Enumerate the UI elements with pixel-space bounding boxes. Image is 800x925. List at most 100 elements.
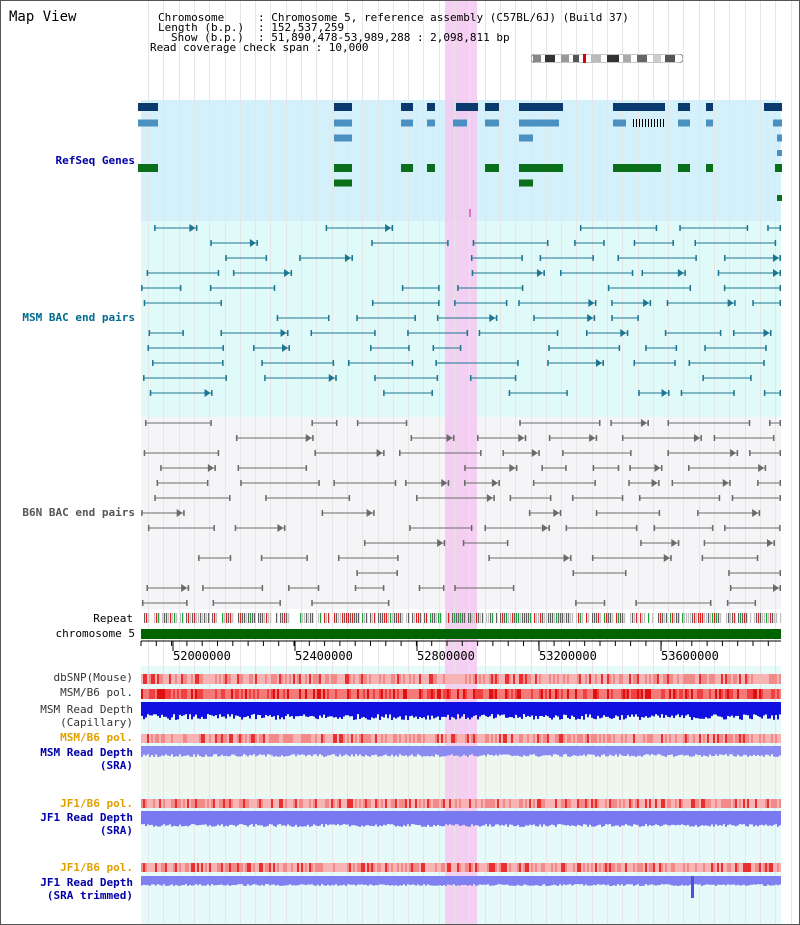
jf1-b6-pol-2-cell	[483, 863, 485, 872]
jf1-depth-trim-bar	[329, 876, 331, 886]
msm-bac-end	[438, 285, 440, 291]
jf1-b6-pol-cell	[471, 799, 473, 808]
dbsnp-cell	[427, 674, 429, 684]
msm-b6-pol-2-cell	[229, 734, 231, 743]
msm-b6-pol-2-cell	[205, 734, 207, 743]
jf1-depth-sra-bar	[317, 811, 319, 827]
refseq-label[interactable]: RefSeq Genes	[55, 154, 135, 167]
jf1-b6-pol-cell	[179, 799, 181, 808]
jf1-depth-trim-bar	[381, 876, 383, 885]
msm-depth-cap-bar	[581, 702, 583, 716]
msm-depth-cap-bar	[565, 702, 567, 715]
jf1-depth-trim-bar	[189, 876, 191, 885]
repeat-element	[350, 613, 352, 623]
jf1-depth-trim-bar	[721, 876, 723, 885]
jf1-depth-trim-bar	[223, 876, 225, 886]
msm-b6-pol-2-cell	[485, 734, 487, 743]
jf1-b6-pol-2-cell	[593, 863, 595, 872]
msm-bac-end	[559, 270, 562, 276]
jf1-depth-sra-bar	[171, 811, 173, 827]
dbsnp-cell	[617, 674, 619, 684]
jf1-depth-sra-bar	[339, 811, 341, 826]
jf1-b6-pol-cell	[327, 799, 329, 808]
msm-b6-pol-cell	[391, 689, 393, 699]
jf1-b6-pol-2-cell	[725, 863, 727, 872]
msm-bac-end	[752, 300, 754, 306]
msm-depth-cap-bar	[389, 702, 391, 715]
msm-depth-sra-bar	[233, 746, 235, 755]
jf1-depth-sra-bar	[241, 811, 243, 825]
jf1-depth-trim-bar	[455, 876, 457, 886]
msm-depth-cap-bar	[621, 702, 623, 716]
jf1-depth-sra-bar	[639, 811, 641, 827]
jf1-b6-pol-cell	[309, 799, 311, 808]
msm-depth-sra-bar	[461, 746, 463, 756]
chromosome-ideogram[interactable]	[531, 54, 683, 63]
jf1-depth-sra-bar	[477, 811, 479, 826]
msm-depth-cap-bar	[677, 702, 679, 715]
jf1-depth-sra-bar	[743, 811, 745, 825]
jf1-depth-trim-bar	[577, 876, 579, 885]
msm-depth-sra-bar	[283, 746, 285, 757]
msm-bac-end	[335, 375, 337, 381]
jf1-b6-pol-cell	[711, 799, 713, 808]
msm-bac-label[interactable]: MSM BAC end pairs	[22, 311, 135, 324]
msm-bac-end	[210, 240, 212, 246]
dbsnp-cell	[467, 674, 469, 684]
msm-depth-sra-bar	[737, 746, 739, 755]
msm-depth-cap-bar	[649, 702, 651, 718]
msm-b6-pol-cell	[165, 689, 167, 699]
dbsnp-cell	[667, 674, 669, 684]
jf1-depth-trim-bar	[331, 876, 333, 885]
msm-depth-cap-bar	[169, 702, 171, 720]
jf1-b6-pol-2-cell	[775, 863, 777, 872]
dbsnp-cell	[265, 674, 267, 684]
dbsnp-cell	[775, 674, 777, 684]
msm-depth-sra-bar	[151, 746, 153, 756]
dbsnp-cell	[611, 674, 613, 684]
msm-b6-pol-2-cell	[233, 734, 235, 743]
jf1-b6-pol-cell	[267, 799, 269, 808]
gene-exon-tick	[651, 119, 652, 127]
dbsnp-cell	[207, 674, 209, 684]
b6n-bac-label[interactable]: B6N BAC end pairs	[22, 506, 135, 519]
msm-b6-pol-2-cell	[391, 734, 393, 743]
repeat-element	[592, 613, 594, 623]
msm-bac-arrow	[727, 299, 734, 307]
jf1-depth-trim-bar	[267, 876, 269, 885]
msm-b6-pol-cell	[337, 689, 339, 699]
msm-depth-sra-bar	[511, 746, 513, 757]
msm-b6-pol-2-cell	[635, 734, 637, 743]
jf1-depth-sra-bar	[221, 811, 223, 825]
repeat-element	[740, 613, 742, 623]
msm-b6-pol-cell	[207, 689, 209, 699]
jf1-depth-sra-bar	[227, 811, 229, 827]
msm-b6-pol-2-cell	[361, 734, 363, 743]
selected-region-highlight[interactable]	[445, 1, 477, 924]
dbsnp-cell	[489, 674, 491, 684]
jf1-b6-pol-cell	[341, 799, 343, 808]
msm-b6-pol-2-cell	[363, 734, 365, 743]
b6n-bac-end	[399, 450, 401, 456]
jf1-b6-pol-cell	[303, 799, 305, 808]
msm-depth-cap-bar	[451, 702, 453, 717]
msm-depth-cap-bar	[255, 702, 257, 720]
msm-b6-pol-2-cell	[697, 734, 699, 743]
jf1-b6-pol-2-cell	[417, 863, 419, 872]
jf1-depth-trim-bar	[627, 876, 629, 885]
jf1-depth-sra-bar	[513, 811, 515, 827]
msm-b6-pol-2-cell	[179, 734, 181, 743]
msm-depth-cap-bar	[181, 702, 183, 717]
repeat-element	[508, 613, 510, 623]
b6n-bac-arrow	[446, 434, 453, 442]
jf1-depth-trim-bar	[685, 876, 687, 886]
jf1-depth-trim-bar	[517, 876, 519, 885]
msm-depth-cap-bar	[215, 702, 217, 716]
dbsnp-cell	[317, 674, 319, 684]
jf1-b6-pol-cell	[613, 799, 615, 808]
msm-depth-cap-bar	[335, 702, 337, 718]
jf1-depth-sra-bar	[455, 811, 457, 825]
repeat-element	[760, 613, 762, 623]
dbsnp-cell	[407, 674, 409, 684]
